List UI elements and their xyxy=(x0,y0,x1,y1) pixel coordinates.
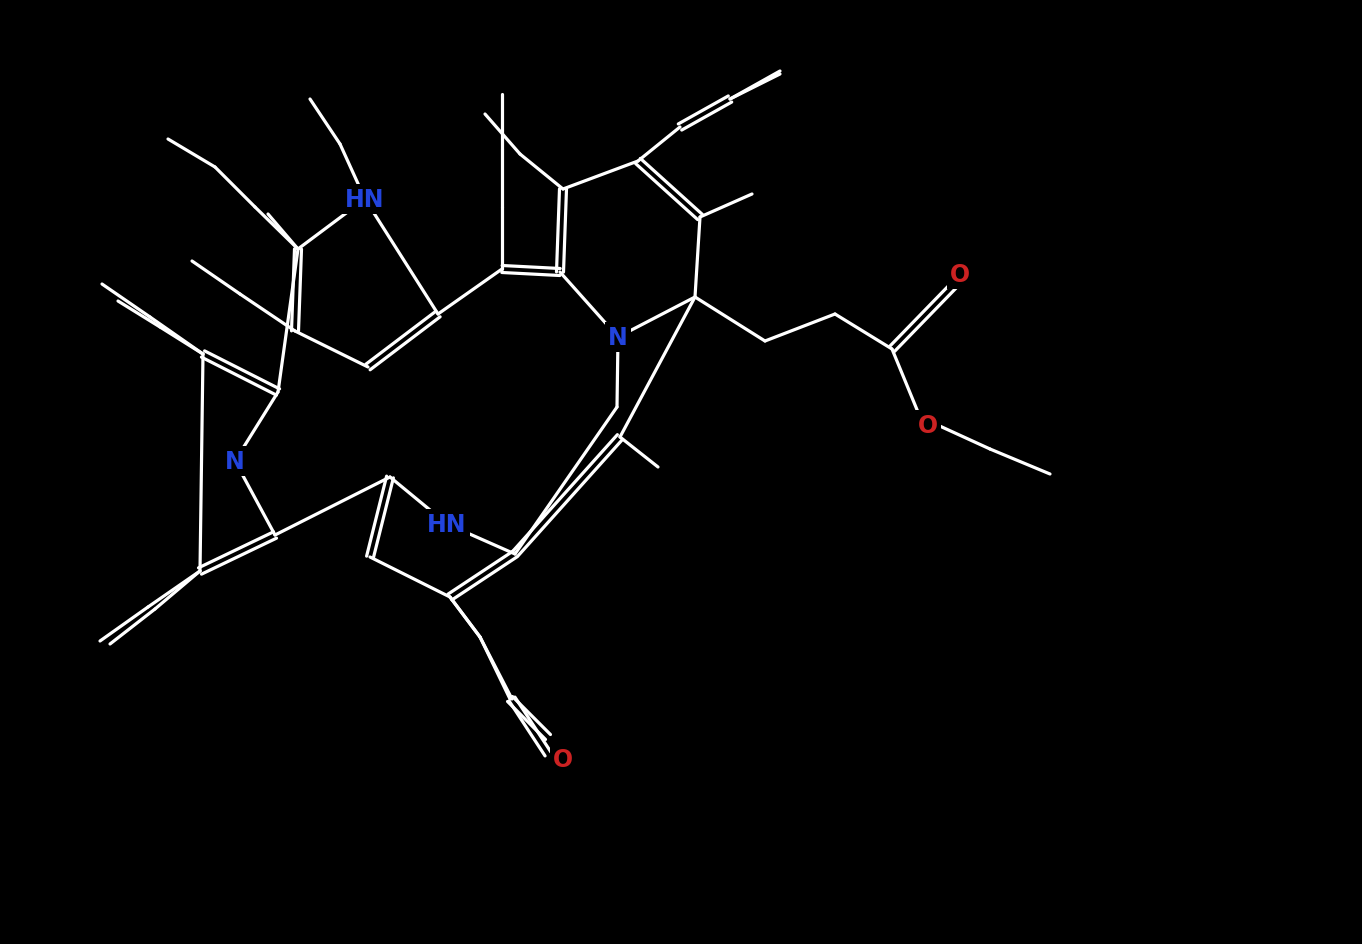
Text: O: O xyxy=(553,748,573,771)
Text: O: O xyxy=(918,413,938,437)
Text: N: N xyxy=(225,449,245,474)
Text: HN: HN xyxy=(428,513,467,536)
Text: N: N xyxy=(607,326,628,349)
Text: HN: HN xyxy=(345,188,384,211)
Text: O: O xyxy=(949,262,970,287)
